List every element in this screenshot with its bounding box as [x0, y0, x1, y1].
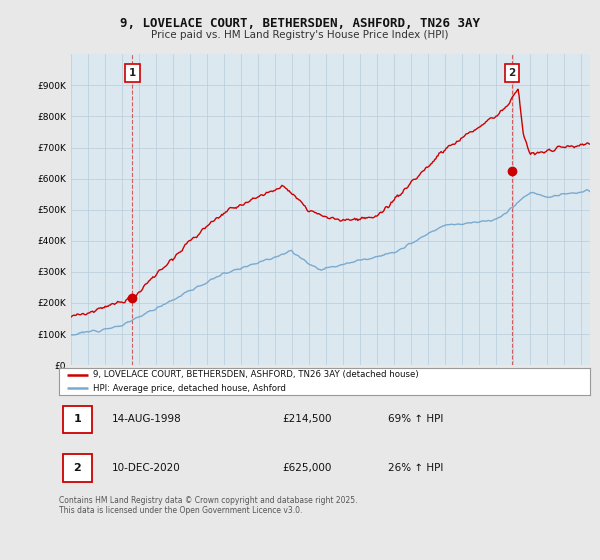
- Text: 9, LOVELACE COURT, BETHERSDEN, ASHFORD, TN26 3AY: 9, LOVELACE COURT, BETHERSDEN, ASHFORD, …: [120, 17, 480, 30]
- Text: 1: 1: [129, 68, 136, 78]
- Text: 10-DEC-2020: 10-DEC-2020: [112, 463, 181, 473]
- FancyBboxPatch shape: [63, 454, 92, 482]
- Text: £625,000: £625,000: [282, 463, 331, 473]
- Text: Price paid vs. HM Land Registry's House Price Index (HPI): Price paid vs. HM Land Registry's House …: [151, 30, 449, 40]
- Text: Contains HM Land Registry data © Crown copyright and database right 2025.
This d: Contains HM Land Registry data © Crown c…: [59, 496, 358, 515]
- Text: 69% ↑ HPI: 69% ↑ HPI: [388, 414, 443, 424]
- Text: 2: 2: [74, 463, 81, 473]
- Text: 14-AUG-1998: 14-AUG-1998: [112, 414, 182, 424]
- Text: 1: 1: [74, 414, 81, 424]
- Text: 9, LOVELACE COURT, BETHERSDEN, ASHFORD, TN26 3AY (detached house): 9, LOVELACE COURT, BETHERSDEN, ASHFORD, …: [94, 370, 419, 379]
- Text: 2: 2: [509, 68, 516, 78]
- Text: HPI: Average price, detached house, Ashford: HPI: Average price, detached house, Ashf…: [94, 384, 286, 393]
- Text: 26% ↑ HPI: 26% ↑ HPI: [388, 463, 443, 473]
- Text: £214,500: £214,500: [282, 414, 331, 424]
- FancyBboxPatch shape: [63, 405, 92, 433]
